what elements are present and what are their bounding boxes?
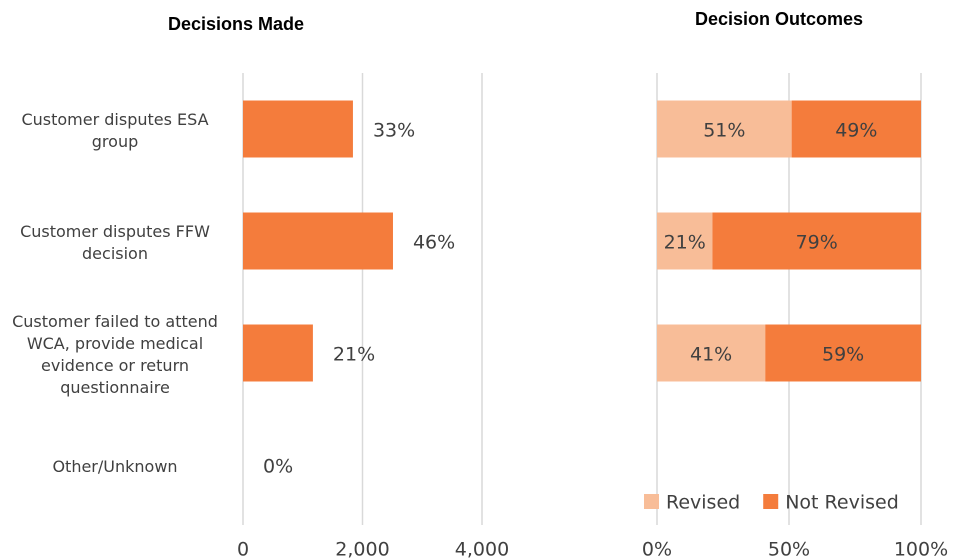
data-label: 0% bbox=[263, 456, 293, 478]
x-tick-label: 0% bbox=[642, 539, 672, 560]
data-label: 51% bbox=[703, 120, 745, 142]
x-tick-label: 4,000 bbox=[455, 539, 509, 560]
chart-title: Decisions Made bbox=[168, 14, 304, 34]
bar-segment bbox=[765, 324, 921, 382]
data-label: 41% bbox=[690, 344, 732, 366]
data-label: 49% bbox=[835, 120, 877, 142]
data-label: 21% bbox=[664, 232, 706, 254]
data-label: 33% bbox=[373, 120, 415, 142]
legend-label: Revised bbox=[666, 492, 740, 514]
bar-segment bbox=[791, 100, 921, 158]
x-tick-label: 0 bbox=[237, 539, 249, 560]
data-label: 59% bbox=[822, 344, 864, 366]
legend-swatch bbox=[763, 494, 779, 509]
data-label: 21% bbox=[333, 344, 375, 366]
category-label: Customer disputes ESA group bbox=[21, 110, 209, 151]
category-label: Other/Unknown bbox=[52, 457, 178, 476]
category-label: Customer disputes FFW decision bbox=[20, 222, 210, 263]
bar-segment bbox=[657, 100, 792, 158]
legend-label: Not Revised bbox=[785, 492, 899, 514]
bar-segment bbox=[712, 212, 921, 270]
bar-segment bbox=[657, 212, 713, 270]
bar bbox=[243, 324, 313, 382]
x-tick-label: 100% bbox=[894, 539, 948, 560]
bar bbox=[243, 100, 353, 158]
category-label: Customer failed to attend WCA, provide m… bbox=[12, 312, 218, 397]
legend-swatch bbox=[644, 494, 659, 509]
data-label: 46% bbox=[413, 232, 455, 254]
bar bbox=[243, 212, 393, 270]
data-label: 79% bbox=[796, 232, 838, 254]
bar-segment bbox=[657, 324, 766, 382]
x-tick-label: 2,000 bbox=[335, 539, 389, 560]
x-tick-label: 50% bbox=[768, 539, 810, 560]
chart-title: Decision Outcomes bbox=[695, 9, 863, 29]
